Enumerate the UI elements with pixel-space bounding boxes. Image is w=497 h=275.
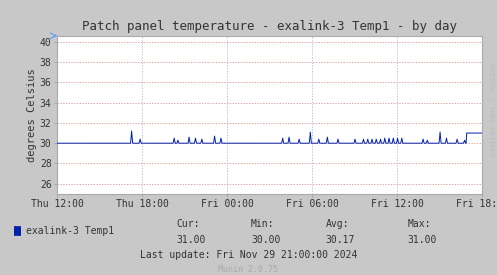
Y-axis label: degrees Celsius: degrees Celsius (27, 68, 37, 162)
Text: Munin 2.0.75: Munin 2.0.75 (219, 265, 278, 274)
Title: Patch panel temperature - exalink-3 Temp1 - by day: Patch panel temperature - exalink-3 Temp… (82, 20, 457, 33)
Text: Cur:: Cur: (176, 219, 200, 229)
Text: 30.17: 30.17 (326, 235, 355, 245)
Text: 31.00: 31.00 (408, 235, 437, 245)
Text: Max:: Max: (408, 219, 431, 229)
Text: Min:: Min: (251, 219, 274, 229)
Text: Last update: Fri Nov 29 21:00:00 2024: Last update: Fri Nov 29 21:00:00 2024 (140, 250, 357, 260)
Legend: exalink-3 Temp1: exalink-3 Temp1 (10, 222, 118, 240)
Text: 30.00: 30.00 (251, 235, 280, 245)
Text: 31.00: 31.00 (176, 235, 206, 245)
Text: RRDTOOL / TOBI OETIKER: RRDTOOL / TOBI OETIKER (488, 63, 494, 157)
Text: Avg:: Avg: (326, 219, 349, 229)
